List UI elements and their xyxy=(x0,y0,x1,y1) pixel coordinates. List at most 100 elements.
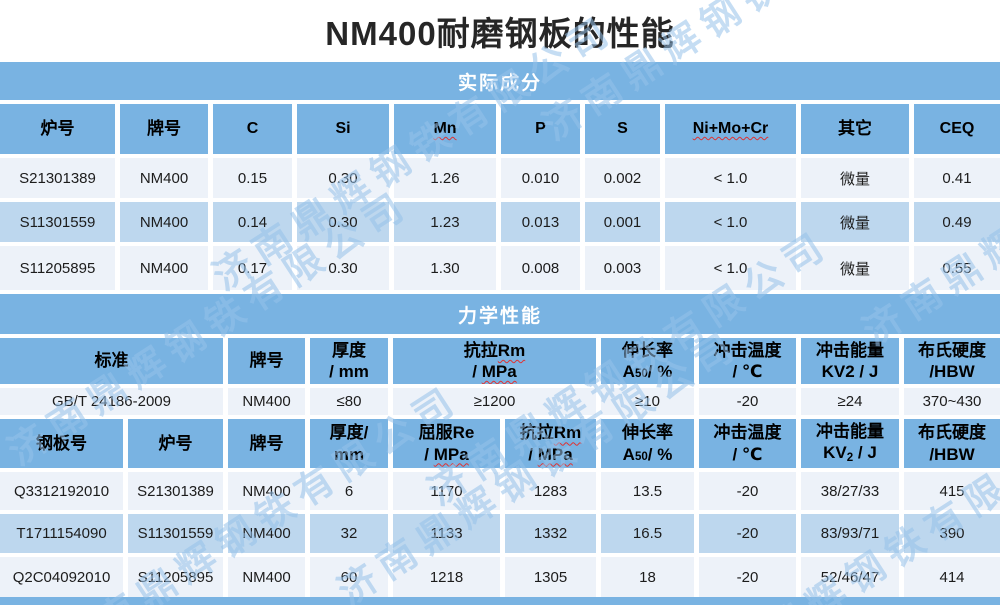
cell-furnace-no: S21301389 xyxy=(128,472,228,514)
col-header-tensile: 抗拉Rm / MPa xyxy=(505,419,601,472)
cell-impact-energy: 38/27/33 xyxy=(801,472,904,514)
cell-s: 0.002 xyxy=(585,158,665,202)
cell-impact-temp: -20 xyxy=(699,514,801,557)
cell-c: 0.14 xyxy=(213,202,297,246)
cell-ceq: 0.55 xyxy=(914,246,1000,290)
col-header-thickness: 厚度/ mm xyxy=(310,419,393,472)
mechanical-row: Q3312192010 S21301389 NM400 6 1170 1283 … xyxy=(0,472,1000,514)
cell-ni-mo-cr: < 1.0 xyxy=(665,202,801,246)
cell-yield: 1218 xyxy=(393,557,505,597)
divider xyxy=(0,334,1000,338)
cell-thickness: 60 xyxy=(310,557,393,597)
cell-impact-energy: ≥24 xyxy=(801,388,904,419)
cell-impact-energy: 83/93/71 xyxy=(801,514,904,557)
col-header-hardness: 布氏硬度 /HBW xyxy=(904,419,1000,472)
cell-plate-no: Q2C04092010 xyxy=(0,557,128,597)
col-header-impact-energy: 冲击能量 KV2 / J xyxy=(801,419,904,472)
col-header-grade: 牌号 xyxy=(228,338,310,388)
cell-others: 微量 xyxy=(801,202,914,246)
cell-si: 0.30 xyxy=(297,158,394,202)
composition-row: S11205895 NM400 0.17 0.30 1.30 0.008 0.0… xyxy=(0,246,1000,290)
composition-row: S11301559 NM400 0.14 0.30 1.23 0.013 0.0… xyxy=(0,202,1000,246)
col-header-ceq: CEQ xyxy=(914,104,1000,158)
col-header-furnace-no: 炉号 xyxy=(128,419,228,472)
cell-ceq: 0.49 xyxy=(914,202,1000,246)
cell-ni-mo-cr: < 1.0 xyxy=(665,246,801,290)
cell-tensile: 1305 xyxy=(505,557,601,597)
standard-value-row: GB/T 24186-2009 NM400 ≤80 ≥1200 ≥10 -20 … xyxy=(0,388,1000,419)
cell-thickness: 32 xyxy=(310,514,393,557)
col-header-s: S xyxy=(585,104,665,158)
col-header-plate-no: 钢板号 xyxy=(0,419,128,472)
col-header-yield: 屈服Re / MPa xyxy=(393,419,505,472)
composition-row: S21301389 NM400 0.15 0.30 1.26 0.010 0.0… xyxy=(0,158,1000,202)
cell-standard: GB/T 24186-2009 xyxy=(0,388,228,419)
cell-hardness: 390 xyxy=(904,514,1000,557)
col-header-impact-energy: 冲击能量 KV2 / J xyxy=(801,338,904,388)
bottom-accent-bar xyxy=(0,597,1000,605)
cell-grade: NM400 xyxy=(228,557,310,597)
cell-grade: NM400 xyxy=(120,158,213,202)
divider xyxy=(0,100,1000,104)
cell-mn: 1.23 xyxy=(394,202,501,246)
page-title: NM400耐磨钢板的性能 xyxy=(325,15,675,52)
cell-elongation: 16.5 xyxy=(601,514,699,557)
cell-grade: NM400 xyxy=(228,514,310,557)
composition-table: 炉号 牌号 C Si Mn P S Ni+Mo+Cr 其它 CEQ S21301… xyxy=(0,104,1000,290)
cell-ceq: 0.41 xyxy=(914,158,1000,202)
col-header-standard: 标准 xyxy=(0,338,228,388)
cell-others: 微量 xyxy=(801,246,914,290)
col-header-si: Si xyxy=(297,104,394,158)
col-header-ni-mo-cr: Ni+Mo+Cr xyxy=(665,104,801,158)
col-header-hardness: 布氏硬度 /HBW xyxy=(904,338,1000,388)
plate-header-row: 钢板号 炉号 牌号 厚度/ mm 屈服Re / MPa 抗拉Rm / MPa 伸… xyxy=(0,419,1000,472)
col-header-elongation: 伸长率 A50/ % xyxy=(601,419,699,472)
cell-yield: 1170 xyxy=(393,472,505,514)
cell-c: 0.17 xyxy=(213,246,297,290)
cell-tensile: ≥1200 xyxy=(393,388,601,419)
cell-furnace-no: S11301559 xyxy=(128,514,228,557)
cell-plate-no: T1711154090 xyxy=(0,514,128,557)
standard-header-row: 标准 牌号 厚度 / mm 抗拉Rm / MPa 伸长率 A50/ % 冲击温度… xyxy=(0,338,1000,388)
col-header-c: C xyxy=(213,104,297,158)
cell-hardness: 414 xyxy=(904,557,1000,597)
cell-si: 0.30 xyxy=(297,246,394,290)
col-header-others: 其它 xyxy=(801,104,914,158)
col-header-impact-temp: 冲击温度 / ℃ xyxy=(699,419,801,472)
cell-p: 0.008 xyxy=(501,246,585,290)
cell-tensile: 1283 xyxy=(505,472,601,514)
cell-others: 微量 xyxy=(801,158,914,202)
cell-furnace-no: S21301389 xyxy=(0,158,120,202)
section-banner-mechanical: 力学性能 xyxy=(0,294,1000,334)
cell-ni-mo-cr: < 1.0 xyxy=(665,158,801,202)
cell-s: 0.003 xyxy=(585,246,665,290)
cell-p: 0.013 xyxy=(501,202,585,246)
cell-grade: NM400 xyxy=(120,246,213,290)
cell-elongation: 18 xyxy=(601,557,699,597)
cell-elongation: 13.5 xyxy=(601,472,699,514)
section-banner-mechanical-label: 力学性能 xyxy=(457,305,542,327)
col-header-furnace-no: 炉号 xyxy=(0,104,120,158)
composition-header-row: 炉号 牌号 C Si Mn P S Ni+Mo+Cr 其它 CEQ xyxy=(0,104,1000,158)
cell-mn: 1.26 xyxy=(394,158,501,202)
cell-hardness: 415 xyxy=(904,472,1000,514)
cell-grade: NM400 xyxy=(228,472,310,514)
cell-mn: 1.30 xyxy=(394,246,501,290)
cell-impact-energy: 52/46/47 xyxy=(801,557,904,597)
cell-yield: 1133 xyxy=(393,514,505,557)
cell-thickness: ≤80 xyxy=(310,388,393,419)
cell-plate-no: Q3312192010 xyxy=(0,472,128,514)
cell-thickness: 6 xyxy=(310,472,393,514)
divider xyxy=(0,290,1000,294)
col-header-elongation: 伸长率 A50/ % xyxy=(601,338,699,388)
section-banner-composition: 实际成分 xyxy=(0,62,1000,100)
col-header-thickness: 厚度 / mm xyxy=(310,338,393,388)
title-bar: NM400耐磨钢板的性能 xyxy=(0,0,1000,62)
section-banner-composition-label: 实际成分 xyxy=(457,72,542,94)
col-header-grade: 牌号 xyxy=(120,104,213,158)
mechanical-row: Q2C04092010 S11205895 NM400 60 1218 1305… xyxy=(0,557,1000,597)
col-header-impact-temp: 冲击温度 / ℃ xyxy=(699,338,801,388)
cell-impact-temp: -20 xyxy=(699,557,801,597)
cell-furnace-no: S11205895 xyxy=(128,557,228,597)
